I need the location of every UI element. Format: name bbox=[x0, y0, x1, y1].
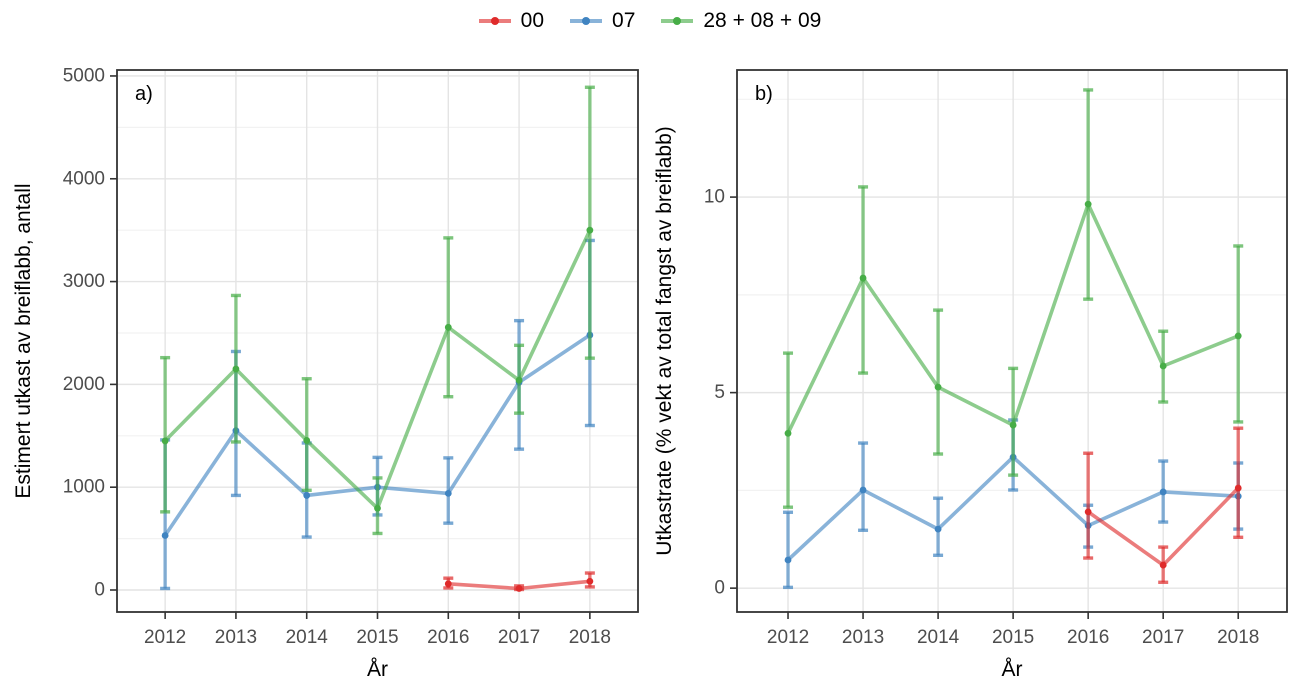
panel-label-a: a) bbox=[135, 83, 153, 105]
data-point bbox=[444, 489, 452, 497]
legend-item-07: 07 bbox=[570, 10, 635, 31]
x-axis-title-a: År bbox=[367, 658, 388, 681]
legend-label: 00 bbox=[520, 9, 545, 32]
y-tick-label: 5000 bbox=[63, 65, 105, 86]
data-point bbox=[1159, 488, 1167, 496]
panel-b-border bbox=[736, 69, 1288, 613]
y-tick-label: 5 bbox=[714, 382, 725, 403]
legend-label: 28 + 08 + 09 bbox=[703, 9, 822, 32]
legend-label: 07 bbox=[612, 9, 636, 32]
data-point bbox=[1159, 362, 1167, 370]
legend-key-icon bbox=[661, 16, 694, 26]
panel-label-b: b) bbox=[755, 83, 773, 105]
panel-a-grid bbox=[117, 70, 638, 612]
legend-key-icon bbox=[478, 16, 511, 26]
data-point bbox=[1009, 421, 1017, 429]
data-point bbox=[586, 226, 594, 234]
data-point bbox=[784, 556, 792, 564]
data-point bbox=[859, 486, 867, 494]
legend-item-28+08+09: 28 + 08 + 09 bbox=[661, 10, 821, 31]
data-point bbox=[784, 429, 792, 437]
y-tick-label: 2000 bbox=[63, 374, 105, 395]
y-tick-label: 10 bbox=[704, 187, 725, 208]
series-28+08+09-panel-b bbox=[783, 88, 1244, 509]
data-point bbox=[444, 323, 452, 331]
x-tick-label: 2015 bbox=[356, 627, 398, 648]
data-point bbox=[859, 274, 867, 282]
panel-a: 0 1000 2000 3000 4000 5000 2012 2013 2014 2015 201… bbox=[12, 65, 639, 681]
series-00-panel-b bbox=[1083, 426, 1244, 584]
data-point bbox=[1234, 484, 1242, 492]
data-point bbox=[161, 437, 169, 445]
x-axis-title-b: År bbox=[1002, 658, 1023, 681]
legend-key-icon bbox=[570, 16, 603, 26]
data-point bbox=[161, 532, 169, 539]
data-point bbox=[1084, 508, 1092, 516]
x-tick-label: 2018 bbox=[1217, 627, 1259, 648]
data-point bbox=[374, 504, 381, 512]
series-28+08+09-panel-a bbox=[160, 85, 595, 536]
x-tick-label: 2013 bbox=[842, 627, 884, 648]
data-point bbox=[303, 492, 311, 499]
data-point bbox=[586, 577, 594, 585]
y-tick-label: 0 bbox=[94, 579, 105, 600]
data-point bbox=[1234, 332, 1242, 340]
y-tick-label: 3000 bbox=[63, 271, 105, 292]
panel-a-axes: 0 1000 2000 3000 4000 5000 2012 2013 2014 2015 201… bbox=[63, 65, 611, 648]
x-tick-label: 2013 bbox=[215, 627, 257, 648]
data-point bbox=[232, 365, 240, 373]
x-tick-label: 2016 bbox=[1067, 627, 1109, 648]
x-tick-label: 2012 bbox=[144, 627, 186, 648]
x-tick-label: 2018 bbox=[569, 627, 611, 648]
x-tick-label: 2017 bbox=[498, 627, 540, 648]
x-tick-label: 2012 bbox=[767, 627, 809, 648]
data-point bbox=[934, 383, 942, 391]
x-tick-label: 2015 bbox=[992, 627, 1034, 648]
y-tick-label: 1000 bbox=[63, 477, 105, 498]
x-tick-label: 2014 bbox=[917, 627, 960, 648]
panel-a-border bbox=[116, 69, 639, 613]
panel-b: 0 5 10 2012 2013 2014 2015 2016 2017 2018 År Utkast… bbox=[653, 69, 1288, 681]
y-axis-title-a: Estimert utkast av breiflabb, antall bbox=[12, 183, 35, 498]
data-point bbox=[934, 525, 942, 533]
x-tick-label: 2016 bbox=[427, 627, 469, 648]
x-tick-label: 2014 bbox=[286, 627, 329, 648]
data-point bbox=[303, 437, 311, 444]
legend-item-00: 00 bbox=[478, 9, 545, 32]
legend: 00 07 28 + 08 + 09 bbox=[0, 10, 1300, 31]
series-00-panel-a bbox=[443, 571, 595, 592]
y-tick-label: 4000 bbox=[63, 168, 105, 189]
data-point bbox=[515, 376, 523, 384]
data-point bbox=[1084, 200, 1092, 208]
panel-b-axes: 0 5 10 2012 2013 2014 2015 2016 2017 2018 bbox=[704, 187, 1260, 648]
x-tick-label: 2017 bbox=[1142, 627, 1184, 648]
y-tick-label: 0 bbox=[714, 578, 725, 599]
data-point bbox=[515, 585, 523, 592]
y-axis-title-b: Utkastrate (% vekt av total fangst av br… bbox=[653, 126, 676, 556]
data-point bbox=[444, 580, 452, 588]
data-point bbox=[1159, 561, 1167, 569]
